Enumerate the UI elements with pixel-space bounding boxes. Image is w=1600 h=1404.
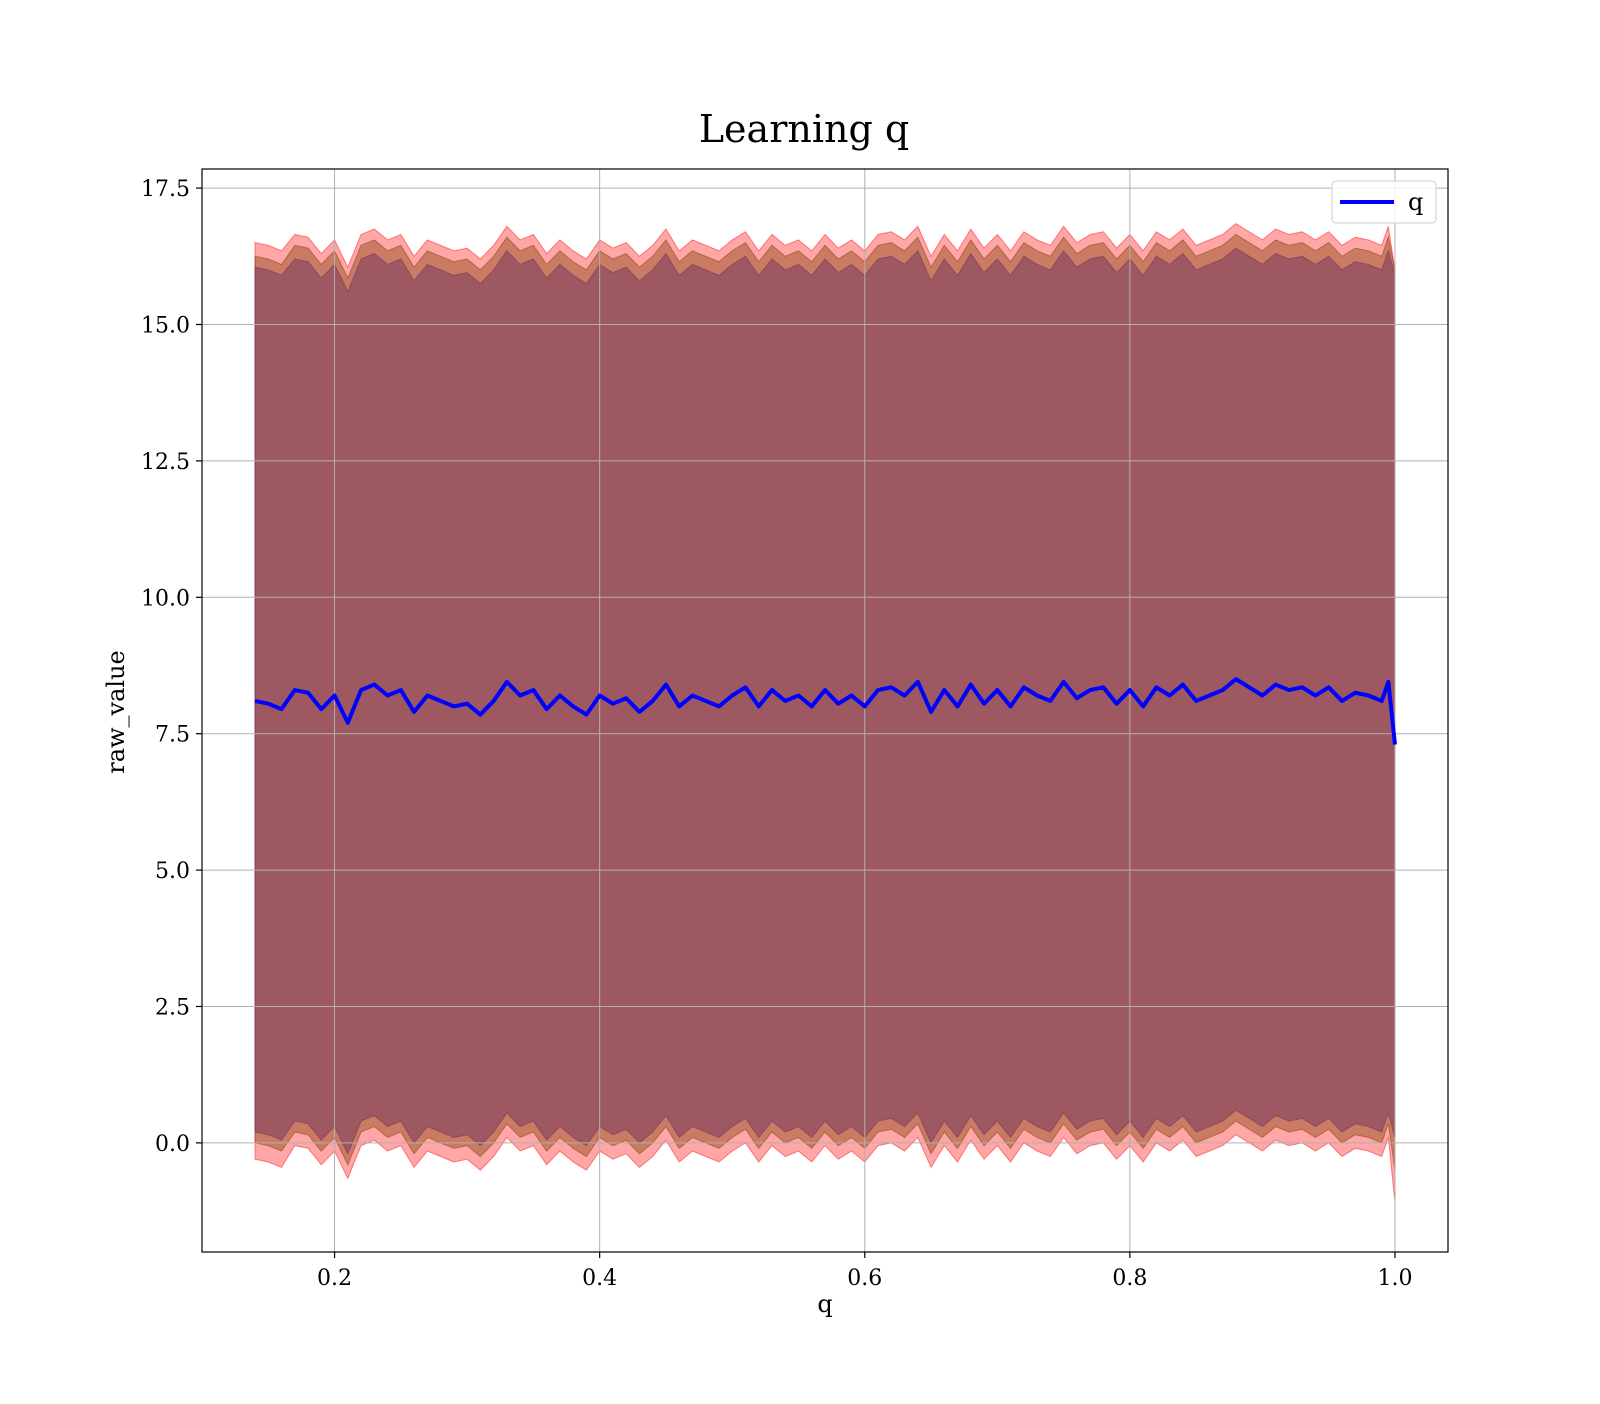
y-tick-label: 5.0	[155, 859, 190, 884]
y-tick-label: 12.5	[141, 450, 190, 475]
grid	[202, 169, 1448, 1252]
series-lines	[254, 677, 1397, 745]
y-axis-label: raw_value	[102, 650, 130, 774]
legend: q	[1331, 180, 1437, 224]
legend-label-q: q	[1408, 188, 1423, 216]
y-tick-label: 2.5	[155, 995, 190, 1020]
x-axis-ticks: 0.2 0.4 0.6 0.8 1.0	[317, 1252, 1412, 1291]
x-tick-label: 0.8	[1112, 1266, 1147, 1291]
confidence-band-3	[254, 247, 1396, 1156]
x-axis-label: q	[817, 1290, 832, 1318]
plot-frame	[201, 168, 1449, 1253]
x-tick-label: 0.4	[582, 1266, 617, 1291]
y-tick-label: 7.5	[155, 723, 190, 748]
confidence-bands	[254, 222, 1396, 1203]
chart-title: Learning q	[699, 107, 909, 151]
x-tick-label: 1.0	[1377, 1266, 1412, 1291]
y-axis-ticks: 0.0 2.5 5.0 7.5 10.0 12.5 15.0 17.5	[141, 177, 202, 1157]
series-line-q	[254, 677, 1397, 745]
y-tick-label: 15.0	[141, 313, 190, 338]
y-tick-label: 0.0	[155, 1132, 190, 1157]
y-tick-label: 10.0	[141, 586, 190, 611]
x-tick-label: 0.6	[847, 1266, 882, 1291]
y-tick-label: 17.5	[141, 177, 190, 202]
x-tick-label: 0.2	[317, 1266, 352, 1291]
